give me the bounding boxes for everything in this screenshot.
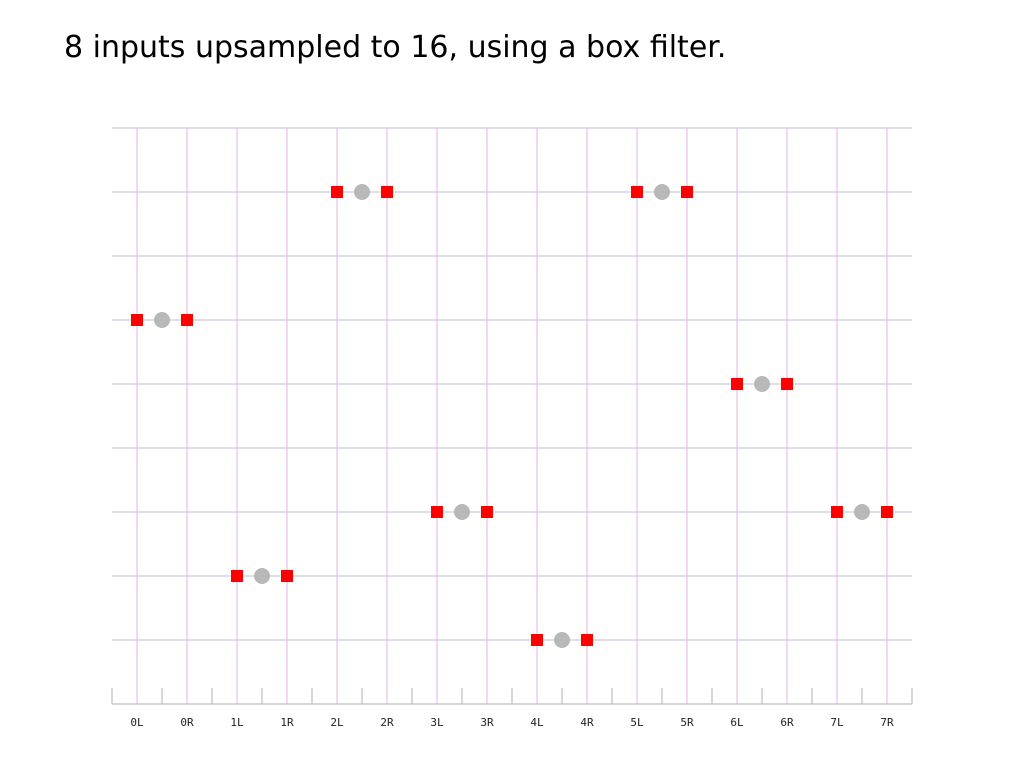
page-title: 8 inputs upsampled to 16, using a box fi… [64, 30, 727, 65]
x-tick-label-3R: 3R [480, 716, 494, 729]
output-sample-point-3R [481, 506, 493, 518]
input-sample-point-2 [354, 184, 370, 200]
output-sample-point-5L [631, 186, 643, 198]
x-tick-label-2R: 2R [380, 716, 394, 729]
horizontal-gridlines [112, 127, 912, 641]
input-sample-point-7 [854, 504, 870, 520]
input-sample-point-1 [254, 568, 270, 584]
output-sample-point-5R [681, 186, 693, 198]
output-samples [131, 186, 893, 646]
output-sample-point-1L [231, 570, 243, 582]
input-samples [154, 184, 870, 648]
output-sample-point-1R [281, 570, 293, 582]
x-axis-tick-labels: 0L 0R 1L 1R 2L 2R 3L 3R 4L 4R 5L 5R 6L 6R 7L 7R [130, 716, 894, 729]
output-sample-point-4L [531, 634, 543, 646]
output-sample-point-7L [831, 506, 843, 518]
input-sample-point-6 [754, 376, 770, 392]
x-tick-label-0L: 0L [130, 716, 144, 729]
x-tick-label-0R: 0R [180, 716, 194, 729]
x-tick-label-3L: 3L [430, 716, 444, 729]
output-sample-point-7R [881, 506, 893, 518]
input-sample-point-5 [654, 184, 670, 200]
output-sample-point-3L [431, 506, 443, 518]
output-sample-point-4R [581, 634, 593, 646]
x-tick-label-1L: 1L [230, 716, 244, 729]
x-tick-label-1R: 1R [280, 716, 294, 729]
x-tick-label-7L: 7L [830, 716, 844, 729]
output-sample-point-2L [331, 186, 343, 198]
x-tick-label-4L: 4L [530, 716, 544, 729]
output-sample-point-6L [731, 378, 743, 390]
x-tick-label-7R: 7R [880, 716, 894, 729]
output-sample-point-0L [131, 314, 143, 326]
x-tick-label-4R: 4R [580, 716, 594, 729]
output-sample-point-0R [181, 314, 193, 326]
vertical-gridlines [136, 128, 888, 704]
input-sample-point-0 [154, 312, 170, 328]
input-sample-point-4 [554, 632, 570, 648]
x-tick-label-5R: 5R [680, 716, 694, 729]
x-tick-label-5L: 5L [630, 716, 644, 729]
output-sample-point-2R [381, 186, 393, 198]
x-tick-label-6R: 6R [780, 716, 794, 729]
x-tick-label-2L: 2L [330, 716, 344, 729]
x-axis-ticks [111, 688, 913, 704]
input-sample-point-3 [454, 504, 470, 520]
output-sample-point-6R [781, 378, 793, 390]
x-tick-label-6L: 6L [730, 716, 744, 729]
